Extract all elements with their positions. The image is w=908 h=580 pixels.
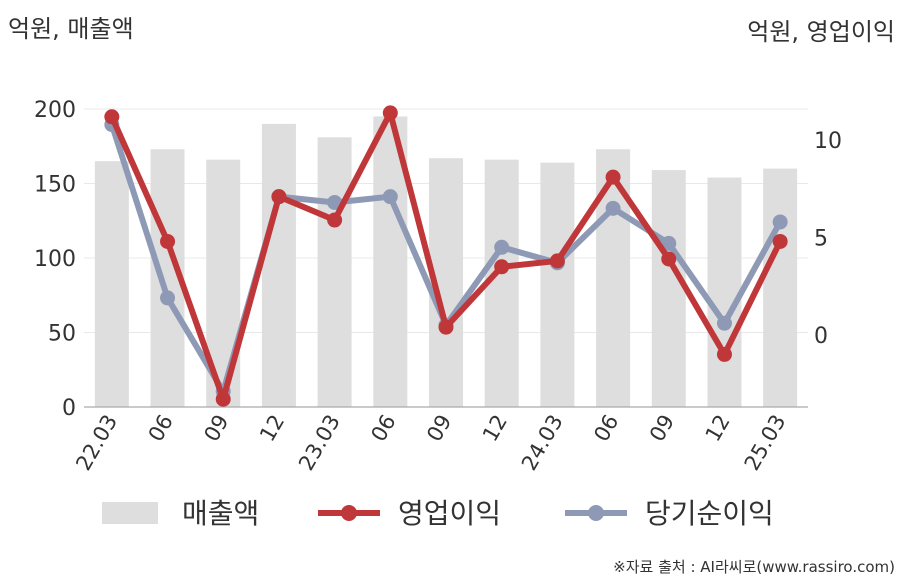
right-y-tick: 5 [814,227,828,252]
x-tick-label: 23.03 [294,411,345,475]
x-tick-label: 09 [199,411,233,446]
bar [261,123,296,408]
x-tick-label: 06 [589,411,623,446]
legend-label: 영업이익 [398,497,501,530]
line-point [160,290,176,306]
x-tick-label: 09 [645,411,679,446]
x-tick-label: 12 [701,411,735,446]
legend: 매출액 영업이익 당기순이익 [102,497,774,530]
x-tick-label: 22.03 [71,411,122,475]
left-y-tick: 200 [34,98,76,123]
line-point [605,200,621,216]
line-point [271,189,287,205]
line-point [549,253,565,269]
line-point [661,235,677,251]
bar [94,161,129,407]
line-point [382,189,398,205]
line-point [327,212,343,228]
x-tick-label: 12 [478,411,512,446]
line-point [661,251,677,267]
line-point [716,346,732,362]
right-axis-label: 억원, 영업이익 [747,18,895,46]
source-note: ※자료 출처 : AI라씨로(www.rassiro.com) [613,558,895,576]
x-tick-label: 06 [144,411,178,446]
legend-label: 매출액 [182,497,259,530]
line-point [772,214,788,230]
line-point [605,169,621,185]
line-point [160,233,176,249]
x-tick-label: 09 [422,411,456,446]
legend-swatch [102,502,158,524]
line-point [438,319,454,335]
bar [651,170,686,407]
bar [763,168,798,407]
left-axis-label: 억원, 매출액 [8,15,134,43]
line-point [382,105,398,121]
line-point [494,259,510,275]
x-tick-label: 25.03 [740,411,791,475]
x-tick-label: 06 [366,411,400,446]
line-point [772,233,788,249]
legend-label: 당기순이익 [645,497,774,530]
bar [317,137,352,407]
x-tick-label: 24.03 [517,411,568,475]
left-y-tick: 50 [48,322,76,347]
left-y-tick: 150 [34,173,76,198]
line-point [104,109,120,125]
right-y-tick: 0 [814,324,828,349]
left-y-tick: 0 [62,396,76,421]
x-tick-label: 12 [255,411,289,446]
line-series [104,105,788,407]
legend-marker [341,505,357,521]
bar [540,162,575,407]
legend-marker [588,505,604,521]
x-ticks: 22.03 06 09 12 23.03 06 09 12 24.03 06 09 12 25.03 [71,411,790,475]
line-point [215,391,231,407]
line-point [716,315,732,331]
bar [707,177,742,407]
line-point [494,239,510,255]
line-point [327,194,343,210]
right-y-tick: 10 [814,129,842,154]
bar-series [94,116,798,408]
left-y-tick: 100 [34,247,76,272]
left-y-ticks: 0 50 100 150 200 [34,98,76,421]
right-y-ticks: 0 5 10 [814,129,842,349]
bar [596,149,631,408]
